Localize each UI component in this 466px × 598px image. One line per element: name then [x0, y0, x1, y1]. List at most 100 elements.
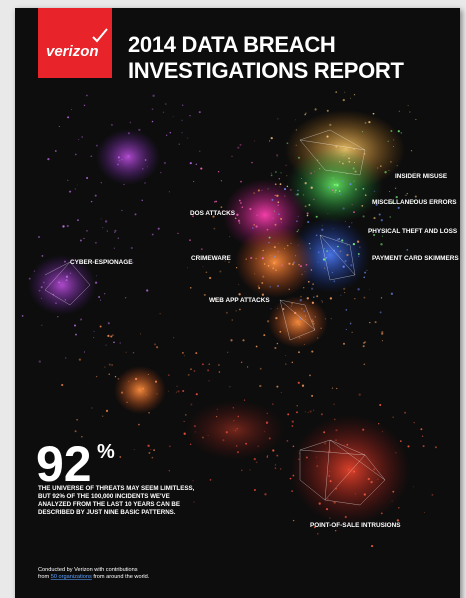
particle [117, 378, 119, 380]
particle [375, 321, 377, 323]
particle [272, 403, 274, 405]
particle [249, 469, 250, 470]
particle [413, 486, 414, 487]
particle [217, 409, 218, 410]
particle [75, 188, 77, 190]
particle [67, 225, 69, 227]
particle [258, 285, 260, 287]
particle [146, 289, 148, 291]
particle [393, 139, 394, 140]
particle [208, 435, 209, 436]
particle [329, 124, 331, 126]
particle [296, 231, 298, 233]
particle [84, 352, 85, 353]
particle [266, 422, 268, 424]
particle [344, 92, 345, 93]
particle [294, 312, 296, 314]
particle [344, 292, 345, 293]
particle [396, 196, 398, 198]
particle [145, 159, 147, 161]
particle [330, 250, 331, 251]
organizations-link[interactable]: 50 organizations [51, 574, 92, 580]
particle [349, 469, 350, 470]
particle [268, 265, 270, 267]
particle [177, 233, 178, 234]
particle [38, 236, 40, 238]
particle [296, 405, 297, 406]
particle [303, 194, 305, 196]
particle [285, 165, 287, 167]
particle [274, 347, 276, 349]
particle [351, 222, 352, 223]
particle [392, 491, 394, 493]
particle [362, 131, 363, 132]
particle [169, 191, 170, 192]
particle [415, 119, 416, 120]
particle [240, 202, 242, 204]
particle [345, 516, 347, 518]
particle [152, 108, 154, 110]
particle [282, 308, 284, 310]
particle [121, 392, 123, 394]
particle [355, 188, 357, 190]
particle [50, 283, 51, 284]
stat-unit: % [97, 441, 115, 463]
particle [148, 374, 149, 375]
particle [109, 364, 111, 366]
particle [390, 130, 392, 132]
particle [292, 475, 294, 477]
particle [253, 224, 255, 226]
particle [312, 321, 314, 323]
particle [305, 319, 306, 320]
particle [135, 213, 137, 215]
particle [273, 262, 275, 264]
particle [226, 312, 228, 314]
particle [269, 140, 270, 141]
particle [115, 376, 116, 377]
particle [290, 243, 291, 244]
particle [195, 352, 197, 354]
particle [239, 200, 241, 202]
particle [310, 172, 312, 174]
particle [275, 317, 277, 319]
particle [71, 109, 72, 110]
particle [255, 258, 256, 259]
particle [91, 201, 92, 202]
particle [182, 104, 184, 106]
particle [121, 159, 122, 160]
particle [325, 318, 326, 319]
particle [318, 251, 320, 253]
particle [148, 452, 150, 454]
particle [373, 468, 375, 470]
particle [303, 310, 305, 312]
particle [328, 187, 330, 189]
particle [264, 431, 265, 432]
particle [182, 352, 184, 354]
particle [313, 296, 315, 298]
particle [269, 437, 271, 439]
particle [335, 429, 337, 431]
particle [70, 273, 71, 274]
particle [277, 285, 279, 287]
particle [210, 479, 212, 481]
particle [119, 160, 121, 162]
particle [193, 502, 194, 503]
particle [140, 333, 141, 334]
particle [270, 260, 271, 261]
cluster-label: INSIDER MISUSE [395, 173, 448, 180]
particle [196, 393, 198, 395]
particle [353, 243, 355, 245]
particle [317, 160, 318, 161]
particle [177, 386, 178, 387]
particle [324, 268, 325, 269]
particle [398, 130, 400, 132]
particle [296, 411, 298, 413]
particle [363, 297, 365, 299]
particle [271, 137, 273, 139]
particle [154, 343, 156, 345]
particle [272, 449, 274, 451]
particle [388, 170, 389, 171]
particle [298, 229, 299, 230]
particle [424, 512, 425, 513]
particle [311, 269, 312, 270]
